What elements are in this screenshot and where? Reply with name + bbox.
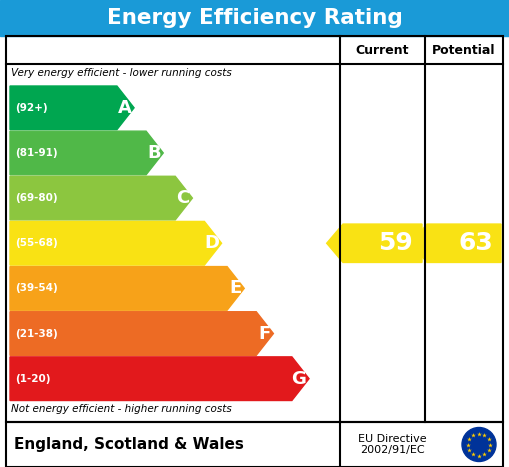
Text: C: C xyxy=(177,189,190,207)
Bar xyxy=(6,36,503,422)
Polygon shape xyxy=(10,176,192,220)
Text: F: F xyxy=(259,325,271,342)
Polygon shape xyxy=(327,224,422,262)
Text: Current: Current xyxy=(356,43,409,57)
Polygon shape xyxy=(10,267,244,310)
Text: (39-54): (39-54) xyxy=(15,283,58,293)
Text: EU Directive: EU Directive xyxy=(358,433,427,444)
Text: Potential: Potential xyxy=(432,43,496,57)
Text: Energy Efficiency Rating: Energy Efficiency Rating xyxy=(106,8,403,28)
Text: England, Scotland & Wales: England, Scotland & Wales xyxy=(14,437,244,452)
Text: (81-91): (81-91) xyxy=(15,148,58,158)
Text: (21-38): (21-38) xyxy=(15,329,58,339)
Polygon shape xyxy=(10,311,273,355)
Text: (92+): (92+) xyxy=(15,103,48,113)
Text: D: D xyxy=(204,234,219,252)
Text: G: G xyxy=(292,370,306,388)
Text: 59: 59 xyxy=(378,231,413,255)
Polygon shape xyxy=(10,221,221,265)
Text: (69-80): (69-80) xyxy=(15,193,58,203)
Text: E: E xyxy=(230,279,242,297)
Polygon shape xyxy=(411,224,501,262)
Text: 2002/91/EC: 2002/91/EC xyxy=(360,446,425,455)
Polygon shape xyxy=(10,357,309,401)
Bar xyxy=(6,422,503,467)
Text: 63: 63 xyxy=(459,231,494,255)
Bar xyxy=(0,0,509,36)
Text: Very energy efficient - lower running costs: Very energy efficient - lower running co… xyxy=(11,68,232,78)
Circle shape xyxy=(462,427,496,461)
Polygon shape xyxy=(10,86,134,130)
Text: B: B xyxy=(147,144,161,162)
Polygon shape xyxy=(10,131,163,175)
Text: (55-68): (55-68) xyxy=(15,238,58,248)
Text: (1-20): (1-20) xyxy=(15,374,50,384)
Text: A: A xyxy=(118,99,131,117)
Text: Not energy efficient - higher running costs: Not energy efficient - higher running co… xyxy=(11,404,232,414)
